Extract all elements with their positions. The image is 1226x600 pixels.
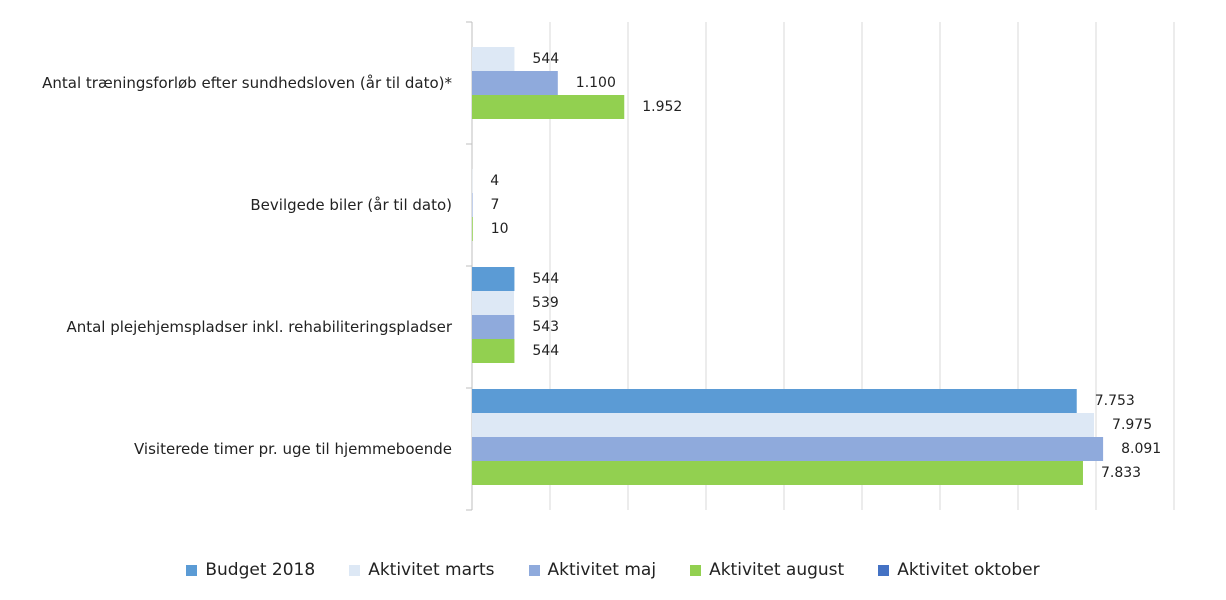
data-label: 1.952 — [642, 99, 682, 115]
data-label: 544 — [532, 271, 559, 287]
legend-label: Aktivitet august — [709, 560, 845, 580]
bar — [472, 389, 1077, 413]
bar — [472, 461, 1083, 485]
bar — [472, 437, 1104, 461]
legend-label: Aktivitet maj — [547, 560, 657, 580]
bar — [472, 217, 473, 241]
category-label: Antal plejehjemspladser inkl. rehabilite… — [66, 318, 452, 336]
data-label: 543 — [532, 319, 559, 335]
legend-item: Aktivitet oktober — [878, 560, 1040, 580]
legend-item: Aktivitet marts — [349, 560, 495, 580]
legend-swatch — [528, 564, 540, 576]
category-label: Visiterede timer pr. uge til hjemmeboend… — [134, 440, 452, 458]
bar — [472, 71, 558, 95]
category-label: Bevilgede biler (år til dato) — [250, 196, 452, 214]
legend-swatch — [349, 564, 361, 576]
data-label: 10 — [491, 221, 509, 237]
bar — [472, 193, 473, 217]
data-label: 8.091 — [1121, 441, 1161, 457]
data-label: 544 — [532, 343, 559, 359]
data-label: 7.833 — [1101, 465, 1141, 481]
bar — [472, 95, 625, 119]
legend-swatch — [690, 564, 702, 576]
legend-label: Aktivitet marts — [368, 560, 495, 580]
data-label: 539 — [532, 295, 559, 311]
bar — [472, 315, 515, 339]
legend-label: Aktivitet oktober — [897, 560, 1040, 580]
data-label: 7.975 — [1112, 417, 1152, 433]
data-label: 4 — [490, 173, 499, 189]
bar — [472, 291, 515, 315]
legend-label: Budget 2018 — [205, 560, 316, 580]
bar — [472, 413, 1095, 437]
legend-swatch — [186, 564, 198, 576]
bar — [472, 47, 515, 71]
legend-item: Budget 2018 — [186, 560, 315, 580]
legend-swatch — [878, 564, 890, 576]
data-label: 1.100 — [576, 75, 616, 91]
data-label: 7.753 — [1095, 393, 1135, 409]
bar — [472, 267, 515, 291]
legend-item: Aktivitet maj — [528, 560, 657, 580]
legend: Budget 2018 Aktivitet marts Aktivitet maj A… — [0, 560, 1226, 580]
data-label: 544 — [532, 51, 559, 67]
category-label: Antal træningsforløb efter sundhedsloven… — [42, 74, 452, 92]
data-label: 7 — [491, 197, 500, 213]
bar — [472, 339, 515, 363]
legend-item: Aktivitet august — [690, 560, 844, 580]
